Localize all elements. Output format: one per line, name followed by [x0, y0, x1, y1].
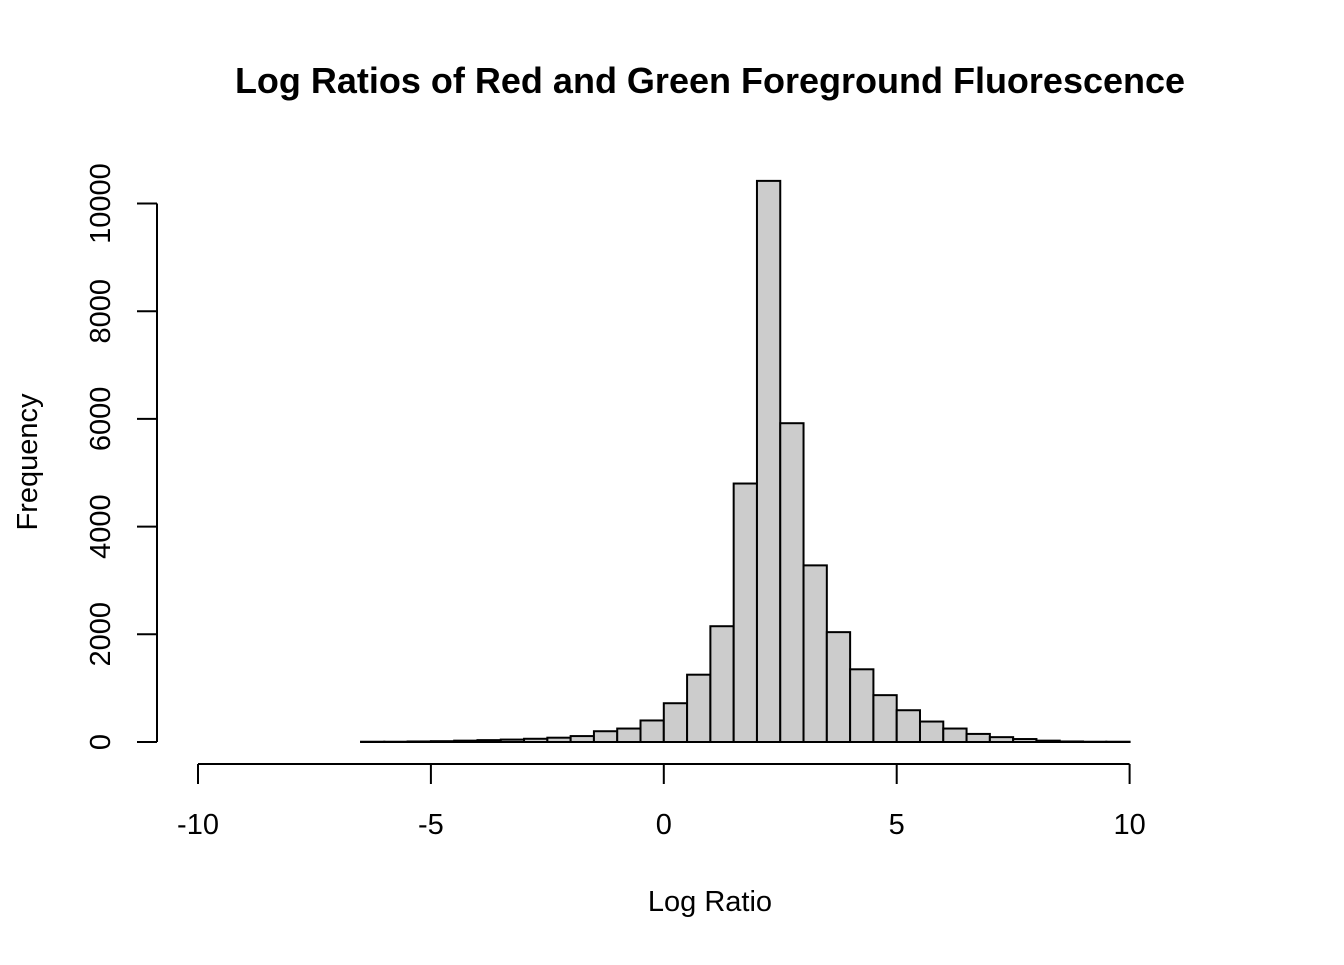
histogram-bar — [617, 729, 640, 742]
histogram-bar — [967, 734, 990, 742]
histogram-bar — [920, 722, 943, 742]
x-tick-label: -10 — [177, 809, 219, 841]
histogram-bar — [408, 741, 431, 742]
histogram-bar — [943, 729, 966, 742]
bars — [361, 181, 1130, 742]
histogram-bar — [710, 626, 733, 742]
x-tick-label: 0 — [656, 809, 672, 841]
x-axis-label: Log Ratio — [648, 886, 772, 918]
y-tick-label: 6000 — [85, 387, 117, 452]
histogram-bar — [780, 423, 803, 742]
histogram-bar — [431, 741, 454, 742]
y-tick-label: 2000 — [85, 602, 117, 667]
histogram-bar — [594, 731, 617, 742]
x-tick-label: -5 — [418, 809, 444, 841]
histogram-bar — [873, 695, 896, 742]
y-tick-label: 10000 — [85, 163, 117, 244]
histogram-bar — [897, 710, 920, 742]
x-axis: -10 -5 0 5 10 — [177, 764, 1146, 841]
y-tick-label: 0 — [85, 734, 117, 750]
y-tick-label: 8000 — [85, 279, 117, 344]
histogram-bar — [827, 632, 850, 742]
x-tick-label: 10 — [1113, 809, 1145, 841]
histogram-bar — [547, 738, 570, 742]
histogram-bar — [454, 741, 477, 742]
histogram-bar — [687, 675, 710, 742]
histogram-bar — [757, 181, 780, 742]
histogram-bar — [990, 737, 1013, 742]
y-tick-label: 4000 — [85, 494, 117, 559]
histogram-bar — [501, 740, 524, 742]
histogram-bar — [664, 703, 687, 742]
histogram-bar — [641, 720, 664, 742]
histogram-bar — [571, 736, 594, 742]
histogram-bar — [804, 565, 827, 742]
histogram-bar — [477, 740, 500, 742]
histogram-bar — [850, 669, 873, 742]
histogram-bar — [734, 484, 757, 742]
x-tick-label: 5 — [889, 809, 905, 841]
histogram-bar — [1060, 741, 1083, 742]
histogram-bar — [524, 739, 547, 742]
y-axis: 0 2000 4000 6000 8000 10000 — [85, 163, 157, 750]
y-axis-label: Frequency — [12, 393, 44, 531]
histogram-bar — [1013, 739, 1036, 742]
chart-title: Log Ratios of Red and Green Foreground F… — [235, 60, 1185, 101]
histogram-bar — [1036, 741, 1059, 742]
